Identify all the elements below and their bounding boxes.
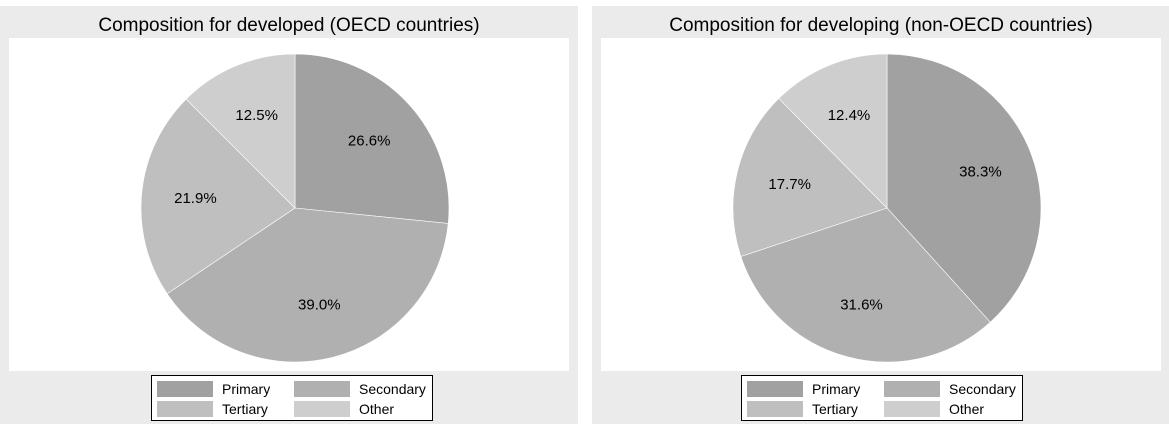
legend-label-tertiary: Tertiary	[222, 401, 268, 417]
pie-panel-developing: Composition for developing (non-OECD cou…	[592, 6, 1169, 424]
pie-slice-primary	[294, 53, 450, 224]
pie-panel-developed: Composition for developed (OECD countrie…	[0, 6, 578, 424]
legend-swatch-tertiary	[747, 401, 803, 417]
pie-slice-other	[185, 53, 296, 209]
legend-label-other: Other	[359, 401, 395, 417]
plot-area: 26.6% 39.0% 21.9% 12.5%	[9, 38, 569, 371]
legend-swatch-secondary	[294, 381, 350, 397]
legend-item-primary: Primary	[747, 380, 860, 398]
legend: Primary Secondary Tertiary Other	[741, 375, 1023, 421]
legend-swatch-primary	[157, 381, 213, 397]
legend-swatch-primary	[747, 381, 803, 397]
legend-item-secondary: Secondary	[294, 380, 426, 398]
plot-area: 38.3% 31.6% 17.7% 12.4%	[601, 38, 1161, 371]
pie-slice-primary	[886, 53, 1042, 323]
slice-label-primary: 26.6%	[348, 132, 391, 149]
slice-label-other: 12.5%	[235, 107, 278, 124]
legend-swatch-secondary	[884, 381, 940, 397]
chart-title: Composition for developed (OECD countrie…	[98, 15, 480, 36]
legend-label-primary: Primary	[222, 381, 271, 397]
legend-swatch-other	[294, 401, 350, 417]
legend-item-other: Other	[294, 400, 394, 418]
slice-label-tertiary: 21.9%	[174, 190, 217, 207]
pie-slice-secondary	[740, 207, 991, 363]
slice-label-tertiary: 17.7%	[768, 176, 811, 193]
legend-label-secondary: Secondary	[949, 381, 1016, 397]
legend: Primary Secondary Tertiary Other	[151, 375, 433, 421]
legend-label-primary: Primary	[812, 381, 861, 397]
legend-label-other: Other	[949, 401, 985, 417]
legend-label-secondary: Secondary	[359, 381, 426, 397]
slice-label-primary: 38.3%	[959, 164, 1002, 181]
pie-chart-developing: 38.3% 31.6% 17.7% 12.4%	[732, 53, 1042, 363]
legend-item-primary: Primary	[157, 380, 270, 398]
legend-label-tertiary: Tertiary	[812, 401, 858, 417]
pie-slice-secondary	[166, 207, 449, 363]
legend-swatch-tertiary	[157, 401, 213, 417]
legend-item-other: Other	[884, 400, 984, 418]
legend-item-tertiary: Tertiary	[157, 400, 268, 418]
pie-slice-tertiary	[732, 97, 888, 257]
pie-chart-developed: 26.6% 39.0% 21.9% 12.5%	[140, 53, 450, 363]
legend-item-tertiary: Tertiary	[747, 400, 858, 418]
legend-item-secondary: Secondary	[884, 380, 1016, 398]
legend-swatch-other	[884, 401, 940, 417]
slice-label-secondary: 39.0%	[298, 297, 341, 314]
slice-label-other: 12.4%	[828, 107, 871, 124]
slice-label-secondary: 31.6%	[840, 296, 883, 313]
chart-title: Composition for developing (non-OECD cou…	[669, 15, 1093, 36]
pie-slice-other	[778, 53, 888, 209]
pie-slice-tertiary	[140, 98, 296, 295]
